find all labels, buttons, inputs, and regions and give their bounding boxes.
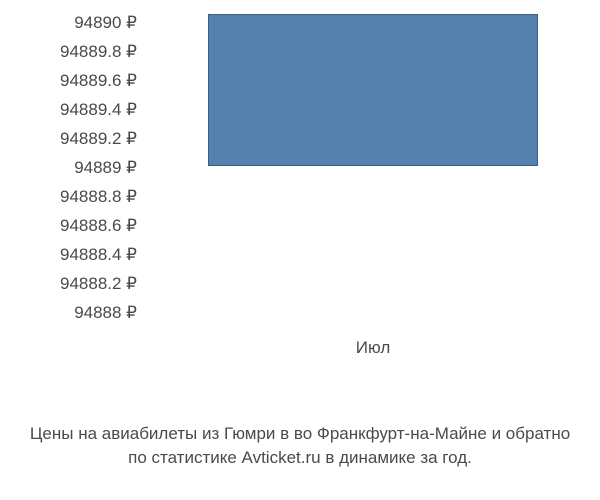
y-tick: 94889.8 ₽	[0, 37, 137, 66]
y-tick: 94888.8 ₽	[0, 182, 137, 211]
bar-july	[208, 14, 538, 166]
price-chart: 94890 ₽ 94889.8 ₽ 94889.6 ₽ 94889.4 ₽ 94…	[0, 8, 600, 358]
y-tick: 94889.2 ₽	[0, 124, 137, 153]
y-tick: 94889.6 ₽	[0, 66, 137, 95]
plot-area: Июл	[150, 8, 590, 328]
y-axis: 94890 ₽ 94889.8 ₽ 94889.6 ₽ 94889.4 ₽ 94…	[0, 8, 145, 328]
y-tick: 94888.4 ₽	[0, 240, 137, 269]
y-tick: 94889.4 ₽	[0, 95, 137, 124]
y-tick: 94888 ₽	[0, 298, 137, 327]
y-tick: 94890 ₽	[0, 8, 137, 37]
x-label-july: Июл	[208, 338, 538, 358]
caption-line1: Цены на авиабилеты из Гюмри в во Франкфу…	[20, 422, 580, 446]
y-tick: 94888.6 ₽	[0, 211, 137, 240]
caption-line2: по статистике Avticket.ru в динамике за …	[20, 446, 580, 470]
chart-caption: Цены на авиабилеты из Гюмри в во Франкфу…	[0, 412, 600, 500]
y-tick: 94888.2 ₽	[0, 269, 137, 298]
y-tick: 94889 ₽	[0, 153, 137, 182]
